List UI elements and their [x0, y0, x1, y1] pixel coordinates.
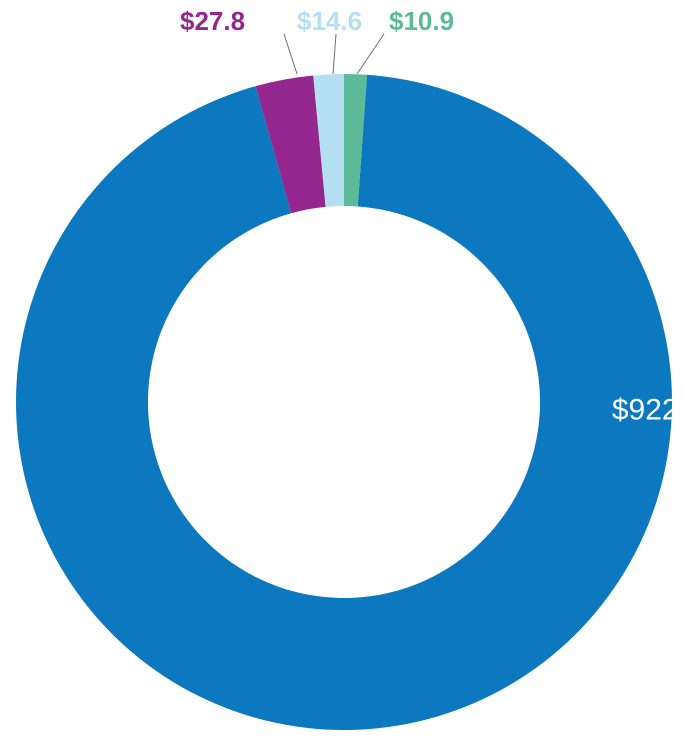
slice-label-3: $10.9 — [389, 6, 454, 37]
slice-label-1: $27.8 — [180, 6, 245, 37]
callout-line-3 — [357, 34, 384, 74]
donut-svg: $922.8 — [0, 0, 685, 744]
callout-line-1 — [284, 34, 297, 74]
callout-line-2 — [333, 34, 336, 74]
slice-label-0: $922.8 — [612, 393, 685, 426]
slice-label-2: $14.6 — [297, 6, 362, 37]
donut-chart: $922.8 $27.8 $14.6 $10.9 — [0, 0, 685, 744]
